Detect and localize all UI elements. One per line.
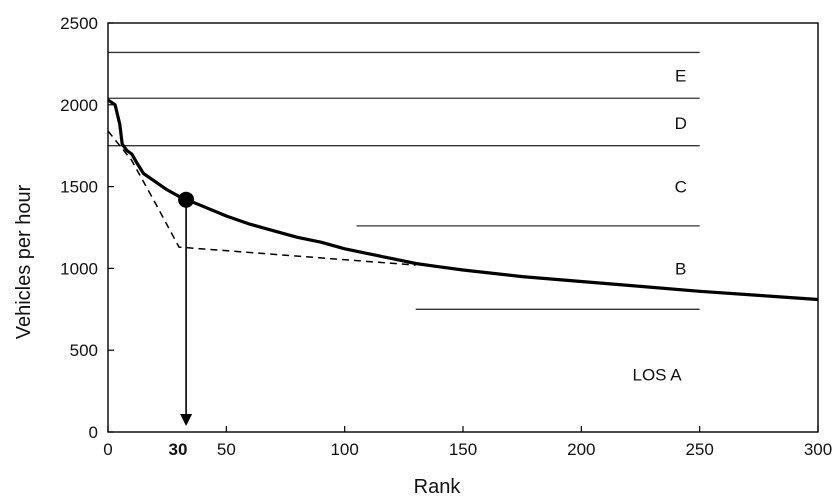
y-tick-label-0: 0: [89, 423, 98, 442]
y-tick-label-2: 1000: [60, 259, 98, 278]
los-label-3: B: [675, 259, 686, 278]
los-label-4: LOS A: [632, 366, 682, 385]
y-tick-label-1: 500: [70, 341, 98, 360]
los-label-2: C: [675, 178, 687, 197]
y-tick-label-4: 2000: [60, 96, 98, 115]
y-tick-label-5: 2500: [60, 14, 98, 33]
x-highlight-tick-label: 30: [169, 440, 188, 459]
dashed-curve: [107, 130, 416, 266]
solid-curve: [107, 98, 819, 302]
x-axis-title: Rank: [414, 476, 462, 498]
plot-area: E D C B LOS A: [107, 51, 819, 426]
x-tick-label-0: 0: [103, 440, 112, 459]
arrow-head: [180, 414, 193, 426]
x-tick-label-3: 150: [449, 440, 477, 459]
highlight-marker: [178, 191, 195, 208]
plot-frame: [107, 22, 819, 433]
x-tick-label-4: 200: [567, 440, 595, 459]
y-axis-title: Vehicles per hour: [13, 184, 35, 339]
los-label-1: D: [675, 114, 687, 133]
y-tick-label-3: 1500: [60, 178, 98, 197]
x-tick-label-2: 100: [330, 440, 358, 459]
x-tick-label-5: 250: [685, 440, 713, 459]
x-tick-label-1: 50: [217, 440, 236, 459]
los-label-0: E: [675, 66, 686, 85]
x-tick-label-6: 300: [804, 440, 832, 459]
